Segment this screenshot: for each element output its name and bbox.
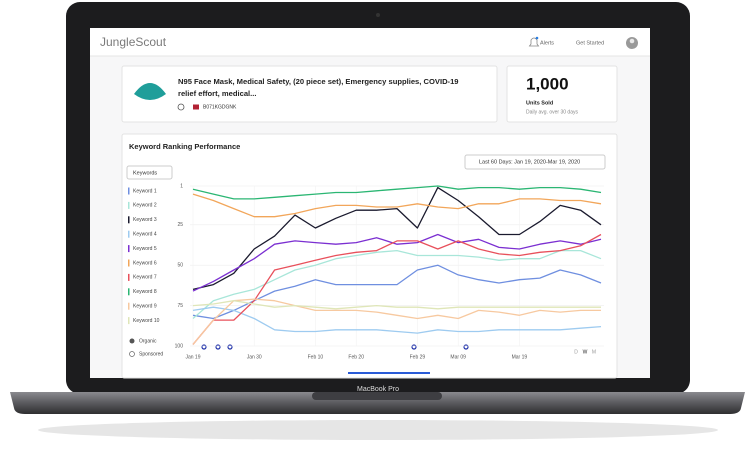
legend-swatch <box>128 187 130 195</box>
option-label[interactable]: Organic <box>139 338 157 344</box>
view-toggle[interactable]: D <box>574 349 578 355</box>
bell-icon[interactable] <box>528 37 540 47</box>
product-title: relief effort, medical... <box>178 89 257 98</box>
header <box>90 28 650 56</box>
series-line <box>192 186 602 291</box>
x-tick-label: Jan 30 <box>247 354 262 360</box>
view-toggle[interactable]: M <box>592 349 596 355</box>
keyword-dropdown[interactable] <box>126 165 173 180</box>
x-tick-label: Jan 19 <box>185 354 200 360</box>
stats-card <box>506 65 618 123</box>
shadow <box>38 420 718 440</box>
x-tick-label: Mar 19 <box>512 354 528 360</box>
legend-swatch <box>128 302 130 310</box>
product-image <box>134 83 166 100</box>
y-tick-label: 75 <box>177 303 183 309</box>
legend-swatch <box>128 317 130 325</box>
filter-label[interactable]: Keywords <box>133 170 157 176</box>
legend-label[interactable]: Keyword 1 <box>133 188 157 194</box>
x-tick-label: Feb 20 <box>348 354 364 360</box>
legend-swatch <box>128 216 130 224</box>
legend-swatch <box>128 273 130 281</box>
y-tick-label: 25 <box>177 222 183 228</box>
scroll-indicator <box>348 372 430 374</box>
radio-sponsored[interactable] <box>129 351 135 357</box>
brand-icon <box>177 103 185 111</box>
y-tick-label: 1 <box>180 183 183 189</box>
x-tick-label: Feb 10 <box>308 354 324 360</box>
legend-label[interactable]: Keyword 7 <box>133 275 157 281</box>
legend-label[interactable]: Keyword 6 <box>133 260 157 266</box>
option-label[interactable]: Sponsored <box>139 351 163 357</box>
legend-label[interactable]: Keyword 10 <box>133 318 160 324</box>
date-dropdown[interactable] <box>464 154 606 170</box>
series-line <box>192 185 602 200</box>
radio-organic[interactable] <box>129 338 135 344</box>
legend-label[interactable]: Keyword 2 <box>133 203 157 209</box>
legend-swatch <box>128 288 130 296</box>
date-range[interactable]: Last 60 Days: Jan 19, 2020-Mar 19, 2020 <box>479 159 580 165</box>
legend-label[interactable]: Keyword 8 <box>133 289 157 295</box>
alerts-link[interactable]: Alerts <box>540 40 554 46</box>
legend-swatch <box>128 230 130 238</box>
legend-label[interactable]: Keyword 5 <box>133 246 157 252</box>
legend-swatch <box>128 201 130 209</box>
series-line <box>192 233 602 292</box>
series-line <box>192 233 602 345</box>
stat-label: Units Sold <box>526 100 553 106</box>
chart-card <box>121 133 618 379</box>
y-tick-label: 50 <box>177 263 183 269</box>
avatar-head <box>629 38 635 44</box>
get-started-link[interactable]: Get Started <box>576 40 604 46</box>
y-tick-label: 100 <box>175 343 184 349</box>
legend-label[interactable]: Keyword 4 <box>133 232 157 238</box>
series-line <box>192 193 602 218</box>
laptop-base <box>10 392 745 414</box>
device-label: MacBook Pro <box>357 386 399 393</box>
product-title: N95 Face Mask, Medical Safety, (20 piece… <box>178 77 459 86</box>
legend-swatch <box>128 245 130 253</box>
x-tick-label: Mar 09 <box>450 354 466 360</box>
stat-note: Daily avg. over 30 days <box>526 109 578 115</box>
legend-label[interactable]: Keyword 9 <box>133 304 157 310</box>
alert-dot <box>535 36 539 40</box>
view-toggle[interactable]: W <box>583 349 588 355</box>
asin: B071KGDGNK <box>203 104 237 110</box>
chart-title: Keyword Ranking Performance <box>129 142 240 151</box>
camera <box>376 13 380 17</box>
logo: JungleScout <box>100 35 167 49</box>
series-line <box>192 306 602 334</box>
product-card <box>121 65 498 123</box>
series-line <box>192 264 602 320</box>
series-line <box>192 249 602 319</box>
notch <box>312 392 442 400</box>
series-line <box>192 300 601 310</box>
legend-label[interactable]: Keyword 3 <box>133 217 157 223</box>
series-line <box>192 298 601 345</box>
legend-swatch <box>128 259 130 267</box>
stat-value: 1,000 <box>526 74 569 93</box>
x-tick-label: Feb 29 <box>410 354 426 360</box>
flag-icon <box>193 104 199 110</box>
